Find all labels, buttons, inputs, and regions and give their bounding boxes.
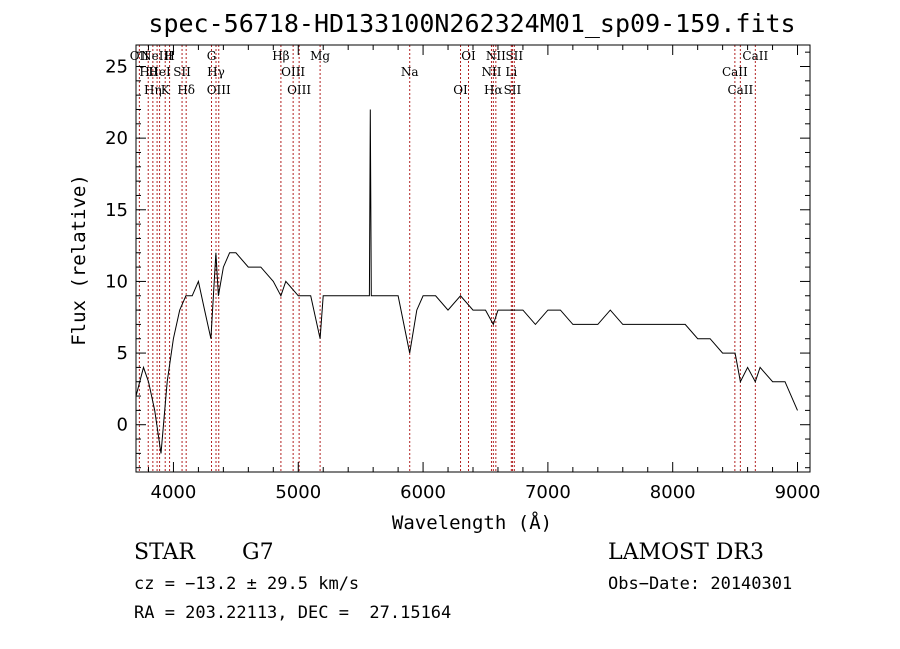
obs-date: Obs−Date: 20140301 xyxy=(608,574,793,594)
x-axis-label: Wavelength (Å) xyxy=(392,511,552,534)
line-marker-label: Hγ xyxy=(207,65,225,79)
line-marker-label: CaII xyxy=(722,65,748,79)
line-marker-label: Li xyxy=(505,65,517,79)
line-marker-label: HeI xyxy=(148,65,171,79)
y-tick-label: 15 xyxy=(105,200,128,221)
y-tick-label: 25 xyxy=(105,56,128,77)
y-tick-label: 0 xyxy=(117,415,128,436)
spectrum-line xyxy=(135,109,798,454)
object-class: STAR xyxy=(134,540,195,565)
line-marker-label: SII xyxy=(504,83,522,97)
line-marker-label: OIII xyxy=(281,65,305,79)
survey-name: LAMOST DR3 xyxy=(608,540,764,565)
y-axis-label: Flux (relative) xyxy=(68,174,90,346)
line-marker-label: CaII xyxy=(742,49,768,63)
x-tick-label: 9000 xyxy=(775,482,821,503)
redshift-text: cz = −13.2 ± 29.5 km/s xyxy=(134,574,360,594)
plot-frame xyxy=(135,44,811,473)
line-marker-label: Hθ xyxy=(139,65,157,79)
y-tick-label: 20 xyxy=(105,128,128,149)
line-marker-label: Na xyxy=(401,65,419,79)
line-marker-label: NII xyxy=(486,49,506,63)
line-markers xyxy=(138,45,756,472)
x-tick-label: 4000 xyxy=(151,482,197,503)
y-axis: 0 5 10 15 20 25 xyxy=(105,51,810,469)
line-marker-label: Hβ xyxy=(272,49,289,63)
x-tick-label: 6000 xyxy=(400,482,446,503)
line-marker-label: Hα xyxy=(484,83,503,97)
line-marker-label: CaII xyxy=(727,83,753,97)
line-marker-label: OII xyxy=(130,49,150,63)
x-tick-label: 8000 xyxy=(650,482,696,503)
x-tick-label: 7000 xyxy=(525,482,571,503)
chart-title: spec-56718-HD133100N262324M01_sp09-159.f… xyxy=(148,9,795,38)
line-marker-label: OIII xyxy=(207,83,231,97)
line-marker-label: OIII xyxy=(287,83,311,97)
x-axis: 4000 5000 6000 7000 8000 9000 xyxy=(147,45,821,503)
line-marker-label: H xyxy=(164,49,174,63)
line-marker-label: SII xyxy=(173,65,191,79)
line-marker-label: K xyxy=(161,83,171,97)
line-marker-label: Hδ xyxy=(177,83,195,97)
line-marker-label: NeIII xyxy=(141,49,173,63)
object-subclass: G7 xyxy=(242,540,274,565)
line-marker-label: SII xyxy=(505,49,523,63)
line-marker-label: OI xyxy=(453,83,468,97)
line-marker-label: G xyxy=(207,49,217,63)
coordinates: RA = 203.22113, DEC = 27.15164 xyxy=(134,603,452,623)
y-tick-label: 5 xyxy=(117,343,128,364)
line-marker-label: Hη xyxy=(144,83,162,97)
y-tick-label: 10 xyxy=(105,271,128,292)
line-marker-label: NII xyxy=(481,65,501,79)
line-marker-labels: OII Hθ Hη NeIII HeI K H SII Hδ G Hγ OIII Hβ OIII OIII M… xyxy=(130,49,769,97)
line-marker-label: OI xyxy=(461,49,476,63)
x-tick-label: 5000 xyxy=(275,482,321,503)
line-marker-label: Mg xyxy=(310,49,330,63)
